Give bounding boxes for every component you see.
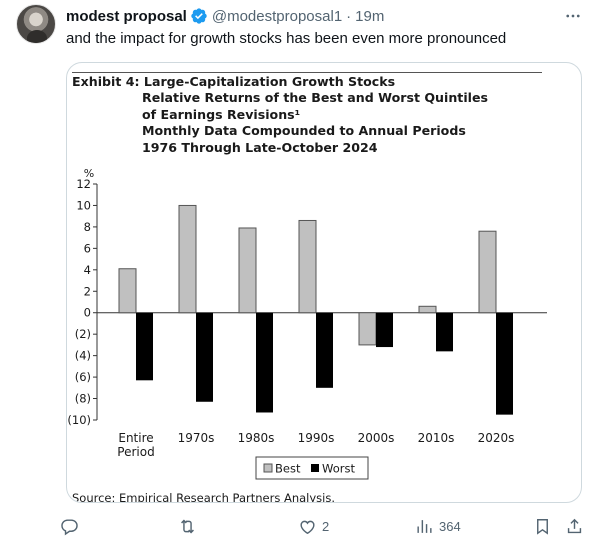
exhibit-title-line: Relative Returns of the Best and Worst Q…: [142, 90, 488, 106]
timestamp[interactable]: 19m: [355, 7, 385, 25]
like-count: 2: [322, 518, 330, 534]
x-tick-label: 2020s: [478, 431, 515, 445]
bar-best: [298, 219, 317, 314]
y-tick-label: (10): [67, 413, 91, 427]
y-unit-label: %: [84, 167, 94, 180]
x-tick-label: 2010s: [418, 431, 455, 445]
share-icon: [567, 518, 582, 533]
y-tick-label: 12: [76, 177, 91, 191]
tweet-text: and the impact for growth stocks has bee…: [66, 30, 507, 47]
exhibit-title-line: of Earnings Revisions¹: [142, 106, 301, 122]
y-tick-label: 4: [84, 263, 91, 277]
x-tick-label: Entire: [118, 431, 153, 445]
action-bar: 2 364: [60, 514, 595, 538]
retweet-icon: [181, 519, 194, 533]
bar-worst: [196, 312, 213, 402]
bar-best: [118, 268, 137, 314]
views-button[interactable]: 364: [415, 514, 461, 538]
exhibit-title: Exhibit 4: Large-Capitalization Growth S…: [72, 74, 577, 156]
bar-best: [418, 305, 437, 314]
bar-worst: [136, 312, 153, 381]
exhibit-title-line: Monthly Data Compounded to Annual Period…: [142, 123, 466, 139]
tweet-header: modest proposal @modestproposal1 · 19m: [66, 6, 384, 26]
exhibit-chart: Exhibit 4: Large-Capitalization Growth S…: [67, 63, 581, 503]
bar-worst: [436, 312, 453, 352]
y-tick-label: 6: [84, 241, 91, 255]
views-count: 364: [439, 518, 461, 534]
y-tick-label: 2: [84, 284, 91, 298]
exhibit-rule: [72, 72, 542, 73]
views-chart-icon: [417, 519, 432, 533]
x-tick-label: 2000s: [358, 431, 395, 445]
bar-best: [178, 204, 197, 314]
y-tick-label: 10: [76, 198, 91, 212]
verified-badge-icon: [191, 8, 207, 24]
reply-icon: [61, 518, 78, 535]
x-tick-label: 1970s: [178, 431, 215, 445]
x-tick-label: Period: [117, 445, 154, 459]
avatar[interactable]: [16, 4, 56, 44]
exhibit-title-line: Exhibit 4: Large-Capitalization Growth S…: [72, 74, 396, 89]
x-tick-label: 1980s: [238, 431, 275, 445]
bar-best: [478, 230, 497, 314]
bar-worst: [256, 312, 273, 413]
bookmark-icon: [537, 518, 548, 535]
bookmark-button[interactable]: [533, 514, 552, 538]
bar-best: [238, 227, 257, 314]
y-tick-label: 0: [84, 306, 91, 320]
legend-label-best: Best: [275, 462, 301, 476]
bar-best: [358, 312, 377, 346]
bar-worst: [496, 312, 513, 415]
y-tick-label: (8): [75, 392, 91, 406]
y-tick-label: 8: [84, 220, 91, 234]
retweet-button[interactable]: [178, 514, 202, 538]
legend-swatch-best: [263, 463, 273, 473]
like-button[interactable]: 2: [298, 514, 329, 538]
y-tick-label: (2): [75, 327, 91, 341]
source-note: Source: Empirical Research Partners Anal…: [72, 491, 336, 503]
bar-worst: [316, 312, 333, 388]
share-button[interactable]: [565, 514, 584, 538]
heart-icon: [300, 520, 315, 534]
exhibit-title-line: 1976 Through Late-October 2024: [142, 139, 378, 155]
y-tick-label: (6): [75, 370, 91, 384]
x-tick-label: 1990s: [298, 431, 335, 445]
separator-dot: ·: [346, 7, 352, 25]
more-horizontal-icon[interactable]: [563, 6, 583, 26]
legend-label-worst: Worst: [322, 462, 355, 476]
media-image[interactable]: Exhibit 4: Large-Capitalization Growth S…: [66, 62, 582, 503]
handle[interactable]: @modestproposal1: [211, 7, 343, 25]
reply-button[interactable]: [60, 514, 84, 538]
y-tick-label: (4): [75, 349, 91, 363]
bar-worst: [376, 312, 393, 348]
legend-swatch-worst: [311, 464, 319, 472]
display-name[interactable]: modest proposal: [66, 7, 187, 25]
